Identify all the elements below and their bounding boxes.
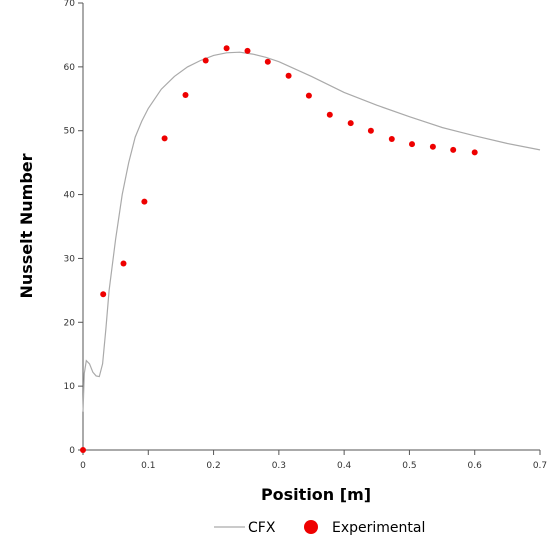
y-tick-label: 70	[64, 0, 76, 9]
data-point-experimental	[202, 57, 209, 64]
x-tick-label: 0.2	[206, 461, 220, 471]
data-point-experimental	[305, 92, 312, 99]
data-point-experimental	[120, 260, 127, 267]
data-point-experimental	[141, 198, 148, 205]
data-point-experimental	[285, 72, 292, 79]
data-point-experimental	[223, 45, 230, 52]
x-tick-label: 0.4	[337, 461, 352, 471]
y-tick-label: 10	[64, 382, 76, 392]
y-tick-label: 60	[64, 63, 76, 73]
legend-experimental-marker	[304, 520, 318, 534]
y-tick-label: 0	[69, 446, 75, 456]
legend: CFX Experimental	[214, 520, 425, 536]
data-point-experimental	[347, 120, 354, 127]
data-point-experimental	[388, 136, 395, 142]
x-tick-label: 0.7	[533, 461, 547, 471]
data-point-experimental	[161, 135, 168, 142]
y-tick-label: 50	[64, 127, 76, 137]
y-axis-label: Nusselt Number	[17, 153, 36, 298]
x-tick-label: 0.5	[402, 461, 416, 471]
x-tick-label: 0.6	[468, 461, 483, 471]
y-tick-label: 20	[64, 318, 76, 328]
data-point-experimental	[326, 111, 333, 118]
y-tick-label: 30	[64, 254, 76, 264]
x-tick-label: 0.1	[141, 461, 155, 471]
data-point-experimental	[367, 127, 374, 134]
data-point-experimental	[429, 143, 436, 150]
data-point-experimental	[244, 47, 251, 54]
data-point-experimental	[80, 447, 86, 453]
legend-cfx-label: CFX	[248, 520, 276, 536]
data-point-experimental	[450, 146, 457, 153]
axes	[82, 3, 540, 451]
data-point-experimental	[182, 92, 189, 98]
data-point-experimental	[264, 58, 271, 65]
data-point-experimental	[409, 141, 415, 148]
y-tick-label: 40	[64, 191, 76, 201]
legend-experimental-label: Experimental	[332, 520, 425, 536]
x-tick-label: 0.3	[272, 461, 286, 471]
y-ticks: 0 10 20 30 40 50 60 70	[64, 0, 83, 456]
x-ticks: 0 0.1 0.2 0.3 0.4 0.5 0.6 0.7	[80, 450, 547, 471]
series-line-cfx	[82, 51, 541, 412]
plot-area	[80, 45, 541, 453]
data-point-experimental	[100, 291, 107, 298]
data-point-experimental	[471, 149, 478, 156]
x-tick-label: 0	[80, 461, 86, 471]
x-axis-label: Position [m]	[261, 485, 371, 504]
